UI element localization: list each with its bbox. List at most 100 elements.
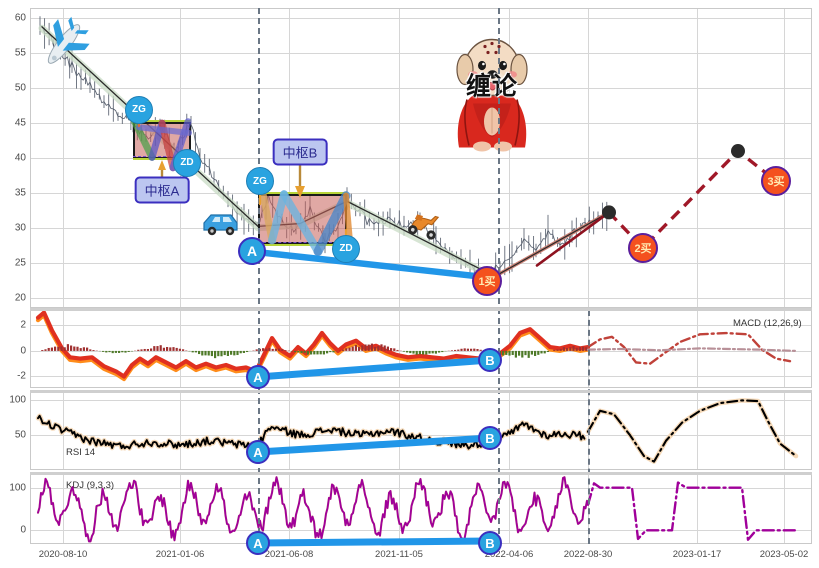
macd-forecast-line bbox=[586, 331, 792, 365]
gridline-vertical bbox=[63, 474, 64, 544]
zhongshu-b-callout[interactable]: 中枢B bbox=[272, 138, 328, 166]
rsi-forecast-line bbox=[586, 399, 798, 463]
kdj-divergence-marker-a[interactable]: A bbox=[246, 531, 270, 555]
macd-histogram-bar bbox=[194, 350, 197, 353]
macd-histogram-bar bbox=[217, 350, 220, 357]
x-axis: 2020-08-10 2021-01-06 2021-06-08 2021-11-05… bbox=[0, 549, 819, 565]
macd-histogram-bar bbox=[367, 344, 370, 351]
macd-histogram-bar bbox=[146, 349, 149, 351]
macd-histogram-bar bbox=[236, 350, 239, 356]
callout-arrowhead-zhongshu-a bbox=[158, 160, 166, 170]
stroke-up-line-core bbox=[486, 211, 610, 282]
car-emoji bbox=[203, 214, 238, 236]
gridline-vertical bbox=[509, 8, 510, 308]
macd-histogram-bar bbox=[300, 350, 303, 354]
buy-point-marker-3mai[interactable]: 3买 bbox=[761, 166, 791, 197]
x-axis-tick-label: 2022-08-30 bbox=[563, 549, 613, 560]
macd-histogram-bar bbox=[374, 346, 377, 351]
macd-histogram-bar bbox=[572, 346, 575, 351]
macd-histogram-bar bbox=[140, 349, 143, 351]
gridline-horizontal bbox=[30, 297, 812, 299]
macd-histogram-bar bbox=[383, 345, 386, 351]
macd-histogram-bar bbox=[345, 348, 348, 351]
macd-forecast-baseline bbox=[586, 347, 798, 353]
vertical-marker-line bbox=[258, 8, 260, 544]
pivot-marker-zg[interactable]: ZG bbox=[125, 95, 153, 124]
macd-histogram-bar bbox=[246, 350, 249, 353]
y-axis-tick-label: 0 bbox=[20, 345, 26, 357]
macd-histogram-bar bbox=[274, 348, 277, 351]
macd-histogram-bar bbox=[294, 350, 297, 353]
gridline-vertical bbox=[180, 392, 181, 470]
macd-histogram-bar bbox=[326, 350, 329, 354]
zhongshu-b-stroke bbox=[313, 191, 351, 256]
macd-histogram-bar bbox=[527, 350, 530, 358]
macd-indicator-label: MACD (12,26,9) bbox=[733, 318, 802, 329]
zhongshu-zd-level-b bbox=[258, 243, 347, 246]
forecast-peak-dot bbox=[602, 205, 616, 220]
gridline-vertical bbox=[509, 474, 510, 544]
x-axis-tick-label: 2023-05-02 bbox=[759, 549, 809, 560]
macd-histogram-bar bbox=[354, 344, 357, 351]
zhongshu-dashed-level bbox=[258, 241, 347, 243]
macd-divergence-marker-b[interactable]: B bbox=[478, 348, 502, 372]
gridline-vertical bbox=[399, 474, 400, 544]
x-axis-tick-label: 2021-11-05 bbox=[375, 549, 423, 560]
macd-histogram-bar bbox=[450, 350, 453, 351]
macd-histogram-bar bbox=[86, 347, 89, 351]
gridline-vertical bbox=[63, 8, 64, 308]
rsi-divergence-marker-a[interactable]: A bbox=[246, 440, 270, 464]
macd-histogram-bar bbox=[214, 350, 217, 359]
buy-point-marker-1mai[interactable]: 1买 bbox=[472, 265, 502, 296]
y-axis-tick-label: 60 bbox=[14, 12, 26, 24]
monk-dog-illustration bbox=[456, 38, 528, 152]
gridline-vertical bbox=[784, 8, 785, 308]
x-axis-tick-label: 2022-04-06 bbox=[484, 549, 534, 560]
macd-histogram-bar bbox=[226, 350, 229, 356]
scooter-emoji bbox=[408, 214, 440, 240]
macd-histogram-bar bbox=[60, 346, 63, 351]
macd-histogram-bar bbox=[306, 350, 309, 355]
gridline-vertical bbox=[784, 474, 785, 544]
macd-histogram-bar bbox=[361, 345, 364, 351]
macd-histogram-bar bbox=[530, 350, 533, 355]
zhongshu-b-stroke bbox=[280, 190, 322, 256]
macd-histogram-bar bbox=[508, 350, 511, 356]
macd-divergence-marker-a[interactable]: A bbox=[246, 365, 270, 389]
macd-histogram-bar bbox=[418, 350, 421, 355]
panel-separator bbox=[30, 308, 812, 311]
macd-histogram-bar bbox=[316, 350, 319, 355]
zhongshu-a-callout[interactable]: 中枢A bbox=[134, 176, 190, 204]
macd-histogram-bar bbox=[108, 350, 111, 353]
pivot-marker-a[interactable]: A bbox=[238, 237, 266, 266]
macd-histogram-bar bbox=[172, 347, 175, 351]
divergence-line-price bbox=[248, 248, 491, 281]
y-axis-tick-label: 30 bbox=[14, 222, 26, 234]
rsi-divergence-marker-b[interactable]: B bbox=[478, 426, 502, 450]
macd-histogram-bar bbox=[377, 345, 380, 351]
kdj-divergence-marker-b[interactable]: B bbox=[478, 531, 502, 555]
pivot-marker-zd[interactable]: ZD bbox=[332, 234, 360, 263]
macd-histogram-bar bbox=[502, 350, 505, 356]
macd-histogram-bar bbox=[89, 349, 92, 351]
macd-histogram-bar bbox=[76, 346, 79, 351]
macd-histogram-bar bbox=[182, 349, 185, 351]
zhongshu-zg-level-b bbox=[258, 192, 347, 195]
y-axis-tick-label: 2 bbox=[20, 319, 26, 331]
macd-histogram-bar bbox=[50, 347, 53, 351]
pivot-marker-zg[interactable]: ZG bbox=[246, 167, 274, 196]
macd-histogram-bar bbox=[169, 347, 172, 351]
buy-point-marker-2mai[interactable]: 2买 bbox=[628, 233, 658, 263]
macd-histogram-bar bbox=[364, 344, 367, 351]
macd-histogram-bar bbox=[438, 350, 441, 353]
callout-arrowhead-zhongshu-b bbox=[295, 186, 305, 198]
watermark-text: 缠论 bbox=[465, 71, 519, 101]
gridline-vertical bbox=[697, 8, 698, 308]
gridline-horizontal bbox=[30, 325, 812, 327]
panel-separator bbox=[30, 472, 812, 475]
pivot-marker-zd[interactable]: ZD bbox=[173, 148, 201, 177]
